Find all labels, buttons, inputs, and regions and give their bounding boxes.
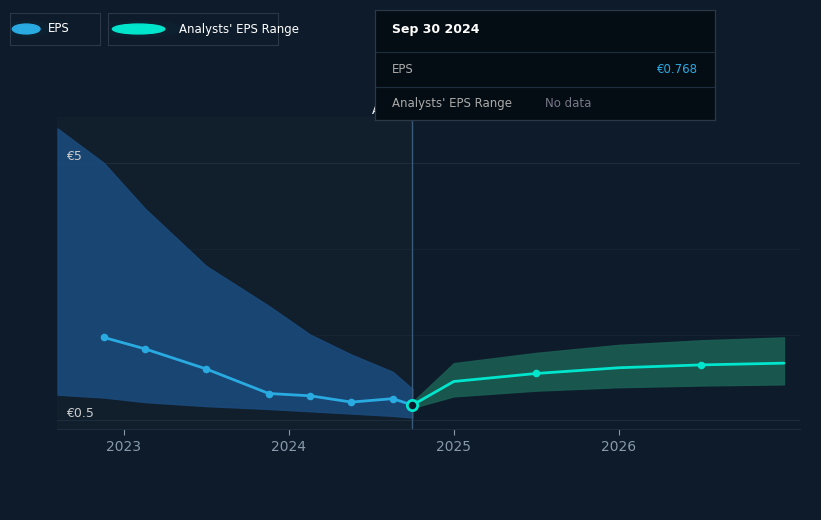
Text: €0.5: €0.5 (66, 407, 94, 420)
Point (530, 369, 543, 378)
Text: €5: €5 (66, 150, 81, 163)
Text: EPS: EPS (392, 63, 414, 76)
Point (386, 395, 399, 403)
Text: Analysts' EPS Range: Analysts' EPS Range (180, 22, 300, 35)
Point (262, 389, 275, 398)
Text: No data: No data (545, 97, 591, 110)
Point (200, 365, 213, 373)
Point (139, 345, 152, 353)
Circle shape (112, 24, 165, 34)
Point (345, 398, 358, 406)
Bar (57, 117, 412, 429)
Text: Analysts Forecasts: Analysts Forecasts (416, 104, 526, 117)
Point (97, 333, 110, 342)
Text: EPS: EPS (48, 22, 70, 35)
Text: Analysts' EPS Range: Analysts' EPS Range (392, 97, 512, 110)
Text: Sep 30 2024: Sep 30 2024 (392, 23, 479, 36)
Point (304, 392, 317, 400)
Text: Actual: Actual (372, 104, 409, 117)
Point (695, 361, 708, 369)
Circle shape (96, 21, 181, 37)
Circle shape (12, 24, 40, 34)
Circle shape (3, 21, 49, 37)
Text: €0.768: €0.768 (657, 63, 698, 76)
Point (406, 401, 419, 409)
